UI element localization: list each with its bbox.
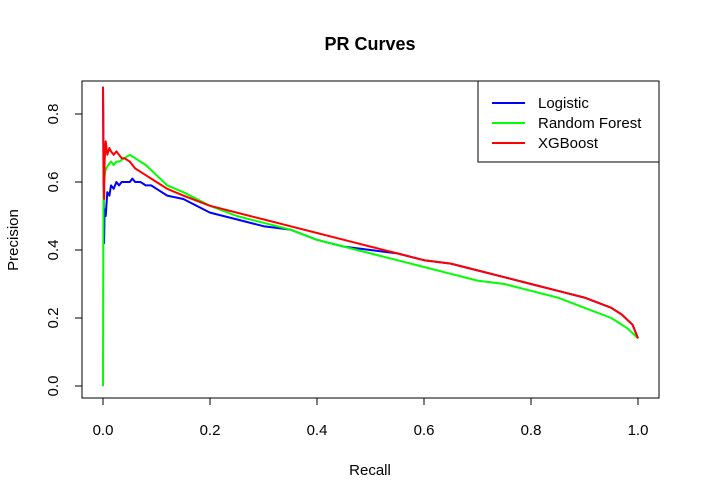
x-tick-label: 0.4: [307, 422, 328, 439]
y-tick-label: 0.6: [45, 172, 62, 193]
x-axis: 0.0 0.2 0.4 0.6 0.8 1.0: [93, 397, 649, 439]
y-tick-label: 0.4: [45, 240, 62, 261]
legend-label-random-forest: Random Forest: [538, 115, 642, 132]
legend: Logistic Random Forest XGBoost: [477, 80, 660, 163]
y-axis: 0.0 0.2 0.4 0.6 0.8: [45, 104, 83, 397]
x-tick-label: 0.0: [93, 422, 114, 439]
x-tick-label: 1.0: [628, 422, 649, 439]
x-axis-label: Recall: [349, 462, 391, 479]
x-tick-label: 0.2: [200, 422, 221, 439]
legend-box: [477, 80, 660, 163]
chart-title: PR Curves: [324, 34, 415, 54]
series-line-random-forest: [102, 153, 639, 387]
legend-label-logistic: Logistic: [538, 95, 589, 112]
y-tick-label: 0.8: [45, 104, 62, 125]
y-axis-label: Precision: [5, 209, 22, 271]
series-lines: [102, 86, 639, 387]
legend-label-xgboost: XGBoost: [538, 135, 599, 152]
y-tick-label: 0.0: [45, 376, 62, 397]
series-line-xgboost: [102, 86, 639, 339]
x-tick-label: 0.8: [521, 422, 542, 439]
x-tick-label: 0.6: [414, 422, 435, 439]
y-tick-label: 0.2: [45, 308, 62, 329]
